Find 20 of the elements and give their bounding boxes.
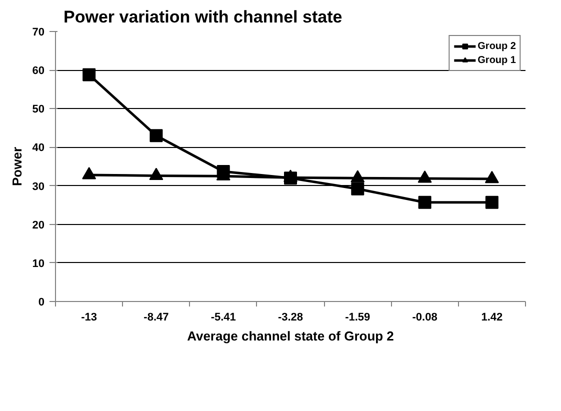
y-tick-label: 70 [32, 26, 45, 38]
x-tick-label: -0.08 [412, 312, 438, 324]
x-tick-label: -1.59 [345, 312, 370, 324]
y-tick-label: 50 [32, 104, 45, 116]
y-tick-label: 20 [32, 219, 45, 232]
y-axis-title: Power [9, 146, 24, 186]
x-tick-label: 1.42 [481, 312, 503, 324]
legend-label: Group 1 [478, 54, 516, 66]
x-axis-title: Average channel state of Group 2 [187, 328, 394, 344]
x-tick-label: -13 [81, 312, 98, 324]
y-tick-label: 60 [32, 65, 45, 78]
legend-label: Group 2 [478, 40, 516, 52]
x-tick-label: -8.47 [144, 312, 169, 324]
y-tick-label: 40 [32, 142, 45, 154]
chart-title: Power variation with channel state [64, 8, 342, 26]
x-tick-label: -5.41 [210, 312, 236, 324]
y-tick-label: 0 [38, 296, 45, 308]
y-tick-label: 30 [32, 180, 45, 193]
x-tick-label: -3.28 [278, 312, 304, 324]
y-tick-label: 10 [32, 258, 45, 270]
